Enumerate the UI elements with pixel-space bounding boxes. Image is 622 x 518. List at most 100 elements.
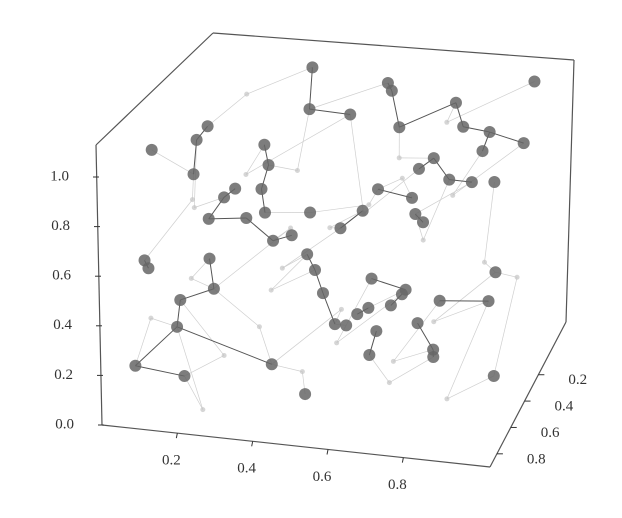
node — [294, 167, 300, 173]
node — [411, 317, 424, 330]
node — [384, 299, 397, 312]
node — [218, 191, 231, 204]
edge — [246, 67, 313, 95]
node — [178, 370, 191, 383]
node — [420, 237, 426, 243]
node — [262, 159, 275, 172]
node — [366, 202, 372, 208]
edge — [282, 227, 341, 269]
z-axis-line — [95, 144, 103, 426]
node — [365, 272, 378, 285]
edge — [446, 81, 535, 123]
edge — [184, 355, 225, 377]
node — [431, 319, 437, 325]
node — [370, 325, 383, 338]
node — [148, 315, 154, 321]
edge — [393, 349, 434, 362]
edge — [270, 254, 308, 291]
node — [308, 263, 321, 276]
node — [304, 206, 317, 219]
edge — [271, 309, 342, 365]
node — [450, 192, 456, 198]
node — [412, 162, 425, 175]
node — [385, 84, 398, 97]
node — [258, 206, 271, 219]
node — [327, 225, 333, 231]
node — [187, 168, 200, 181]
node — [488, 176, 501, 189]
z-tick-label: 0.4 — [53, 317, 72, 333]
node — [265, 358, 278, 371]
node — [406, 191, 419, 204]
node — [268, 287, 274, 293]
y-tick-label: 0.4 — [555, 399, 574, 415]
node — [427, 351, 440, 364]
node — [258, 138, 271, 151]
node — [301, 248, 314, 261]
edge — [452, 142, 524, 196]
x-tick-label: 0.4 — [237, 461, 256, 477]
edges — [135, 67, 535, 410]
node — [409, 208, 422, 221]
edge — [493, 277, 518, 377]
edge — [399, 102, 457, 128]
node — [362, 301, 375, 314]
node — [243, 172, 249, 178]
node — [207, 282, 220, 295]
node — [528, 75, 541, 88]
node — [457, 120, 470, 133]
edge — [180, 299, 225, 356]
node — [306, 61, 319, 74]
node — [303, 103, 316, 116]
node — [338, 306, 344, 312]
node — [174, 293, 187, 306]
y-tick-label: 0.2 — [568, 372, 587, 388]
node — [483, 126, 496, 139]
node — [351, 308, 364, 321]
node — [489, 266, 502, 279]
node — [449, 96, 462, 109]
edge — [135, 365, 185, 377]
node — [393, 121, 406, 134]
x-tick-label: 0.2 — [162, 453, 181, 469]
node — [288, 225, 294, 231]
edge — [259, 326, 273, 365]
edge — [415, 181, 473, 215]
edge — [213, 288, 260, 328]
node — [244, 91, 250, 97]
node — [299, 388, 312, 401]
edge — [446, 301, 489, 400]
edge — [393, 300, 440, 362]
node — [334, 340, 340, 346]
z-tick-label: 0.6 — [52, 268, 71, 284]
y-tick-label: 0.8 — [527, 451, 546, 467]
node — [482, 295, 495, 308]
edge — [309, 82, 389, 110]
node — [145, 143, 158, 156]
edge — [271, 269, 316, 291]
node — [203, 252, 216, 265]
edge — [213, 227, 291, 290]
node — [267, 234, 280, 247]
node — [316, 287, 329, 300]
node — [395, 288, 408, 301]
x-tick-label: 0.6 — [313, 469, 332, 485]
node — [399, 175, 405, 181]
node — [390, 358, 396, 364]
z-tick-label: 0.0 — [55, 416, 74, 432]
node — [482, 259, 488, 265]
axes-frame — [95, 32, 575, 468]
node — [363, 349, 376, 362]
edge — [135, 318, 152, 366]
edge — [363, 168, 420, 214]
node — [514, 274, 520, 280]
edge — [329, 210, 363, 229]
edge — [297, 109, 310, 171]
node — [240, 212, 253, 225]
edge — [433, 300, 489, 323]
z-tick-label: 1.0 — [50, 168, 69, 184]
node — [299, 369, 305, 375]
node — [344, 108, 357, 121]
z-tick-label: 0.2 — [54, 367, 73, 383]
